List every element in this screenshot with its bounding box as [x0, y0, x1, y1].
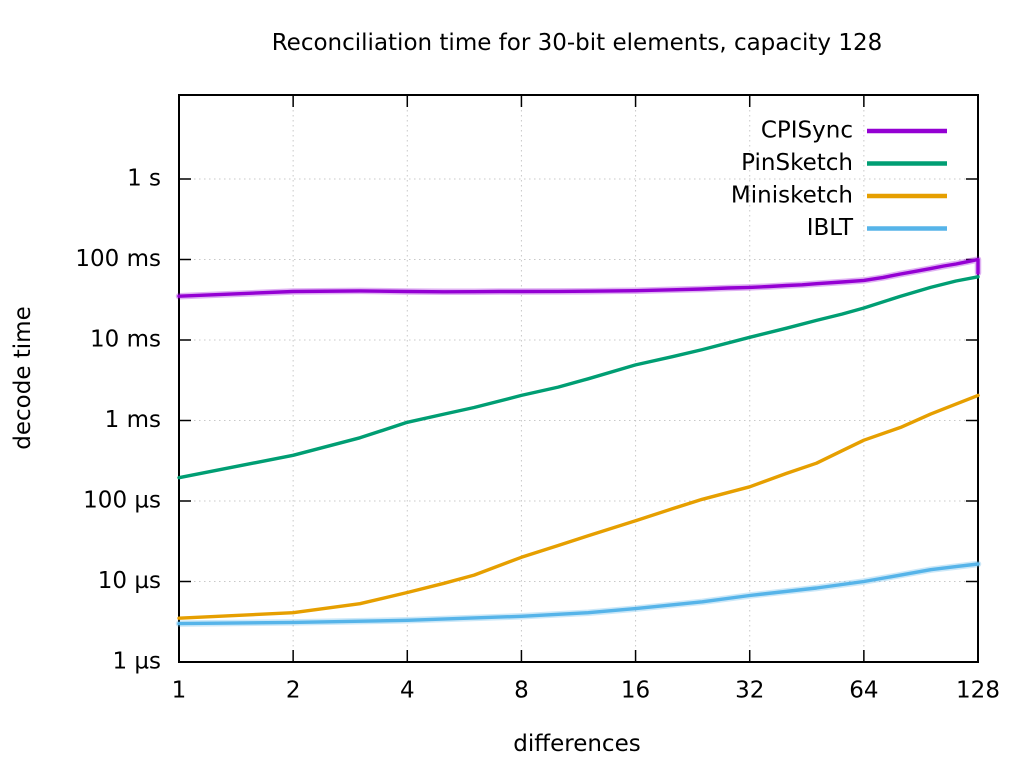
legend-label: IBLT — [807, 215, 854, 241]
plot-border — [178, 94, 979, 663]
y-tick-label: 10 ms — [90, 327, 161, 353]
y-axis-label: decode time — [10, 306, 36, 450]
legend-label: CPISync — [761, 118, 853, 144]
legend: CPISync PinSketch Minisketch IBLT — [731, 118, 947, 241]
y-tick-label: 10 µs — [98, 568, 161, 594]
y-tick-label: 1 ms — [105, 407, 161, 433]
x-tick-label: 1 — [172, 678, 187, 704]
x-tick-label: 2 — [286, 678, 301, 704]
legend-item-pinsketch: PinSketch — [741, 150, 947, 176]
series-line-pinsketch — [177, 275, 980, 480]
legend-label: PinSketch — [741, 150, 853, 176]
series-line-iblt — [177, 562, 980, 626]
y-tick-label: 100 ms — [75, 246, 161, 272]
x-tick-label: 4 — [400, 678, 415, 704]
x-tick-label: 16 — [621, 678, 650, 704]
chart-title: Reconciliation time for 30-bit elements,… — [272, 30, 883, 56]
y-tick-label: 100 µs — [83, 488, 161, 514]
legend-item-cpisync: CPISync — [761, 118, 947, 144]
x-tick-label: 64 — [849, 678, 878, 704]
x-tick-label: 32 — [735, 678, 764, 704]
legend-label: Minisketch — [731, 183, 853, 209]
plot-area: 1 2 4 8 16 32 64 128 1 s 100 ms 10 ms 1 ms 100 µs 10 … — [75, 94, 1000, 704]
legend-item-minisketch: Minisketch — [731, 183, 947, 209]
x-axis-label: differences — [513, 731, 640, 757]
x-tick-label: 128 — [956, 678, 1000, 704]
y-tick-label: 1 s — [127, 166, 161, 192]
y-tick-label: 1 µs — [112, 649, 161, 675]
series-line-minisketch — [177, 393, 980, 620]
legend-item-iblt: IBLT — [807, 215, 947, 241]
series-line-cpisync — [177, 257, 980, 298]
x-tick-label: 8 — [514, 678, 529, 704]
